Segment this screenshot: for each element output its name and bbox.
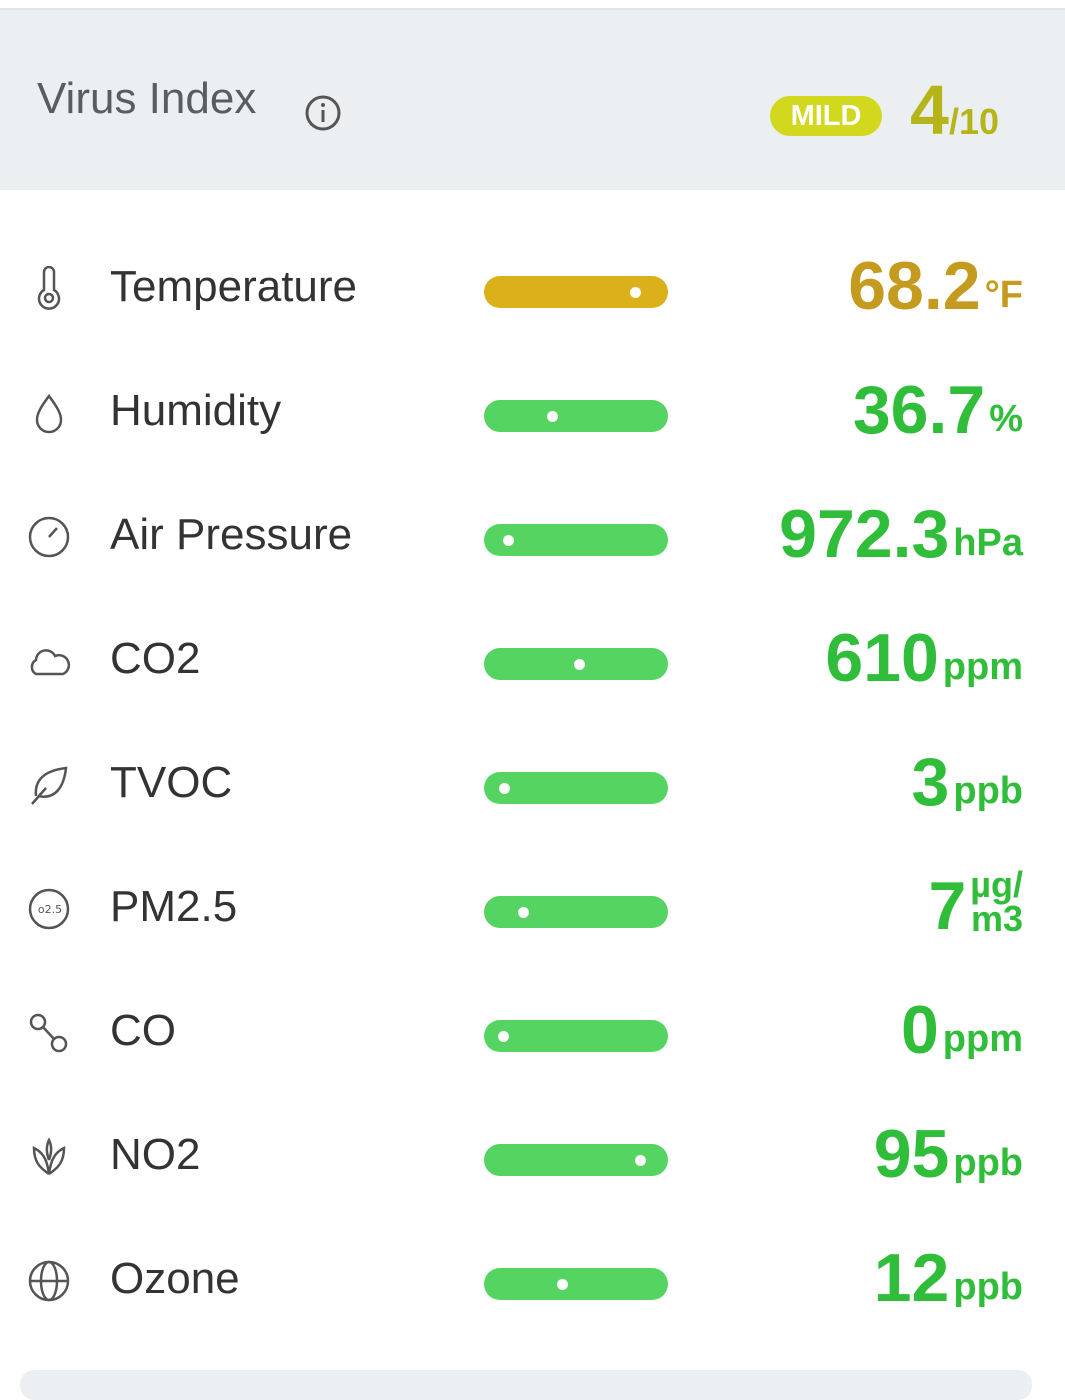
- value-unit: ppb: [953, 770, 1023, 812]
- metric-value: 68.2 °F: [848, 248, 1023, 324]
- value-unit: ppm: [942, 1018, 1023, 1060]
- metric-label: Temperature: [110, 262, 358, 311]
- level-dot: [518, 907, 529, 918]
- badge: MILD: [770, 96, 882, 136]
- info-icon[interactable]: [304, 94, 342, 132]
- metric-value: 972.3 hPa: [779, 496, 1023, 572]
- metric-icon: [28, 1260, 70, 1302]
- next-card: [20, 1370, 1032, 1400]
- value-unit: %: [989, 398, 1023, 440]
- metric-row: o2.5 PM2.5 7 µg/m3: [0, 846, 1065, 970]
- metric-icon: o2.5: [28, 888, 70, 930]
- metric-label: Humidity: [110, 386, 282, 435]
- metric-row: CO2 610 ppm: [0, 598, 1065, 722]
- level-dot: [498, 1031, 509, 1042]
- level-bar: [484, 276, 668, 308]
- metric-label: TVOC: [110, 758, 233, 807]
- value-number: 7: [928, 868, 967, 944]
- level-bar: [484, 400, 668, 432]
- value-number: 95: [873, 1116, 950, 1192]
- title: Virus Index: [37, 74, 257, 123]
- score-max: /10: [948, 101, 999, 142]
- metric-row: Temperature 68.2 °F: [0, 226, 1065, 350]
- metric-value: 610 ppm: [825, 620, 1023, 696]
- level-dot: [547, 411, 558, 422]
- value-number: 68.2: [848, 248, 981, 324]
- level-dot: [557, 1279, 568, 1290]
- value-unit: °F: [984, 274, 1023, 316]
- level-dot: [499, 783, 510, 794]
- score-value: 4: [910, 71, 949, 149]
- header: Virus Index MILD 4/10: [0, 10, 1065, 190]
- metric-row: NO2 95 ppb: [0, 1094, 1065, 1218]
- level-bar: [484, 1268, 668, 1300]
- metric-row: CO 0 ppm: [0, 970, 1065, 1094]
- level-bar: [484, 648, 668, 680]
- level-bar: [484, 896, 668, 928]
- svg-text:o2.5: o2.5: [38, 903, 62, 916]
- value-number: 12: [873, 1240, 950, 1316]
- metric-row: Humidity 36.7%: [0, 350, 1065, 474]
- metric-value: 3 ppb: [912, 744, 1023, 820]
- metric-row: TVOC 3 ppb: [0, 722, 1065, 846]
- metric-icon: [37, 266, 61, 310]
- top-bar: [0, 0, 1065, 10]
- value-number: 0: [900, 992, 939, 1068]
- metric-label: PM2.5: [110, 882, 238, 931]
- metric-label: CO2: [110, 634, 201, 683]
- value-number: 3: [911, 744, 950, 820]
- unit-line: m3: [970, 898, 1023, 939]
- level-bar: [484, 772, 668, 804]
- value-number: 610: [825, 620, 939, 696]
- level-bar: [484, 524, 668, 556]
- metric-value: 7 µg/m3: [928, 864, 1023, 945]
- metric-icon: [32, 1137, 66, 1176]
- value-number: 972.3: [779, 496, 950, 572]
- unit-line: µg/: [970, 864, 1023, 905]
- metric-icon: [28, 516, 70, 558]
- level-dot: [574, 659, 585, 670]
- level-dot: [635, 1155, 646, 1166]
- metric-icon: [35, 393, 63, 434]
- metric-icon: [30, 649, 71, 676]
- level-bar: [484, 1020, 668, 1052]
- level-bar: [484, 1144, 668, 1176]
- metric-label: Ozone: [110, 1254, 240, 1303]
- metric-value: 95 ppb: [874, 1116, 1023, 1192]
- metric-value: 12 ppb: [874, 1240, 1023, 1316]
- value-unit: ppm: [942, 646, 1023, 688]
- metric-row: Air Pressure 972.3 hPa: [0, 474, 1065, 598]
- value-unit: µg/m3: [970, 864, 1023, 944]
- value-unit: hPa: [953, 522, 1023, 564]
- metric-value: 36.7%: [853, 372, 1023, 448]
- metric-icon: [31, 766, 68, 805]
- metric-value: 0 ppm: [901, 992, 1023, 1068]
- value-unit: ppb: [953, 1266, 1023, 1308]
- metric-row: Ozone 12 ppb: [0, 1218, 1065, 1342]
- value-unit: ppb: [953, 1142, 1023, 1184]
- metric-label: NO2: [110, 1130, 201, 1179]
- metric-icon: [29, 1013, 68, 1053]
- value-number: 36.7: [852, 372, 986, 448]
- metric-label: Air Pressure: [110, 510, 353, 559]
- level-dot: [630, 287, 641, 298]
- score: 4/10: [910, 70, 999, 150]
- metric-label: CO: [110, 1006, 176, 1055]
- level-dot: [503, 535, 514, 546]
